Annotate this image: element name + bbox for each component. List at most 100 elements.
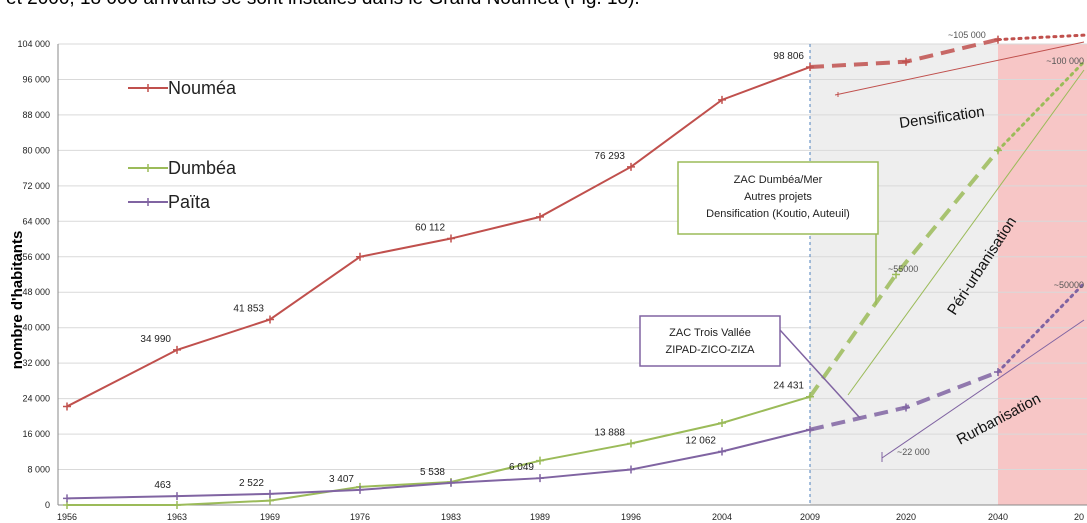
x-tick-label: 2009 xyxy=(800,512,820,522)
data-label: 60 112 xyxy=(415,223,445,234)
y-tick-label: 32 000 xyxy=(22,358,50,368)
data-point xyxy=(63,402,71,411)
paita-box-line: ZAC Trois Vallée xyxy=(669,327,751,339)
dumbea-box xyxy=(677,161,879,235)
projection-label-dumbea: ~55000 xyxy=(888,264,918,274)
series-line-2 xyxy=(67,395,811,506)
projection-point xyxy=(994,35,1002,44)
y-tick-label: 96 000 xyxy=(22,74,50,84)
data-point xyxy=(356,252,364,261)
data-label: 24 431 xyxy=(773,381,804,392)
data-point xyxy=(627,465,635,474)
data-label: 34 990 xyxy=(140,334,171,345)
data-label: 98 806 xyxy=(773,51,804,62)
projection-dashed-2 xyxy=(808,149,1000,398)
data-point xyxy=(173,492,181,501)
grid-lines xyxy=(58,43,1087,506)
data-point xyxy=(447,478,455,487)
legend-swatch-marker xyxy=(144,198,152,206)
data-label: 76 293 xyxy=(594,151,625,162)
y-axis-label: nombre d'habitants xyxy=(9,231,26,370)
paita-box xyxy=(639,315,781,367)
dumbea-box-line: Autres projets xyxy=(744,191,812,203)
data-point xyxy=(356,485,364,494)
data-point xyxy=(173,501,181,509)
y-tick-label: 8 000 xyxy=(27,465,50,475)
x-tick-label: 1989 xyxy=(530,512,550,522)
data-point xyxy=(536,474,544,483)
x-tick-label: 1996 xyxy=(621,512,641,522)
data-label: 463 xyxy=(154,480,171,491)
y-tick-label: 16 000 xyxy=(22,429,50,439)
y-tick-label: 64 000 xyxy=(22,216,50,226)
data-label: 2 522 xyxy=(239,478,264,489)
data-point xyxy=(63,494,71,503)
data-point xyxy=(627,162,635,171)
legend-entry: Dumbéa xyxy=(168,158,237,178)
legend-entry: Païta xyxy=(168,192,211,212)
x-tick-label: 2020 xyxy=(896,512,916,522)
data-point xyxy=(718,95,726,104)
data-point xyxy=(266,496,274,505)
projection-point xyxy=(892,270,900,279)
x-tick-label: 2040 xyxy=(988,512,1008,522)
legend: Nouméa Dumbéa Païta xyxy=(128,78,237,212)
y-tick-label: 104 000 xyxy=(17,39,50,49)
data-label: 41 853 xyxy=(233,303,264,314)
data-point xyxy=(718,418,726,427)
data-label: 5 538 xyxy=(420,467,445,478)
x-tick-label: 2004 xyxy=(712,512,732,522)
legend-entry: Nouméa xyxy=(168,78,237,98)
legend-swatch-marker xyxy=(144,84,152,92)
projection-label-paita-2: ~50000 xyxy=(1054,280,1084,290)
x-tick-label: 1983 xyxy=(441,512,461,522)
data-label: 3 407 xyxy=(329,474,354,485)
x-tick-labels: 1956 1963 1969 1976 1983 1989 1996 2004 2009 2020… xyxy=(57,512,1084,522)
x-tick-label: 1963 xyxy=(167,512,187,522)
x-tick-label: 1976 xyxy=(350,512,370,522)
data-point xyxy=(266,489,274,498)
projection-dotted-2 xyxy=(996,60,1086,152)
series-lines xyxy=(63,63,814,509)
x-tick-label: 1956 xyxy=(57,512,77,522)
data-point xyxy=(627,439,635,448)
y-tick-label: 0 xyxy=(45,500,50,510)
projection-dotted-3 xyxy=(996,281,1086,374)
paita-box-line: ZIPAD-ZICO-ZIZA xyxy=(665,344,755,356)
projection-label-paita: ~22 000 xyxy=(897,447,930,457)
dumbea-box-line: Densification (Koutio, Auteuil) xyxy=(706,208,850,220)
data-label: 13 888 xyxy=(594,427,625,438)
projection-point xyxy=(994,146,1002,155)
data-point xyxy=(447,234,455,243)
projection-lines xyxy=(808,33,1086,432)
rurbanisation-trend-line xyxy=(881,319,1085,459)
projection-point xyxy=(902,57,910,66)
grey-zone xyxy=(810,44,998,505)
projection-point xyxy=(994,368,1002,377)
x-tick-label: 1969 xyxy=(260,512,280,522)
y-tick-label: 56 000 xyxy=(22,252,50,262)
data-label: 12 062 xyxy=(685,436,716,447)
data-point xyxy=(536,456,544,465)
pink-zone xyxy=(998,44,1087,505)
y-tick-label: 40 000 xyxy=(22,323,50,333)
paita-box-connector xyxy=(779,329,861,419)
y-tick-label: 88 000 xyxy=(22,110,50,120)
projection-point xyxy=(902,403,910,412)
y-tick-labels: 0 8 000 16 000 24 000 32 000 40 000 48 000 56 0… xyxy=(17,39,50,510)
y-tick-label: 24 000 xyxy=(22,394,50,404)
projection-label-noumea-2: ~100 000 xyxy=(1046,56,1084,66)
x-tick-label: 20 xyxy=(1074,512,1084,522)
y-tick-label: 80 000 xyxy=(22,145,50,155)
zone-backgrounds xyxy=(810,44,1087,505)
y-tick-label: 48 000 xyxy=(22,287,50,297)
data-point xyxy=(536,212,544,221)
data-point xyxy=(266,315,274,324)
y-tick-label: 72 000 xyxy=(22,181,50,191)
projection-label-noumea: ~105 000 xyxy=(948,30,986,40)
periurbanisation-trend-line xyxy=(847,69,1085,396)
data-point xyxy=(718,447,726,456)
data-label: 6 049 xyxy=(509,462,534,473)
